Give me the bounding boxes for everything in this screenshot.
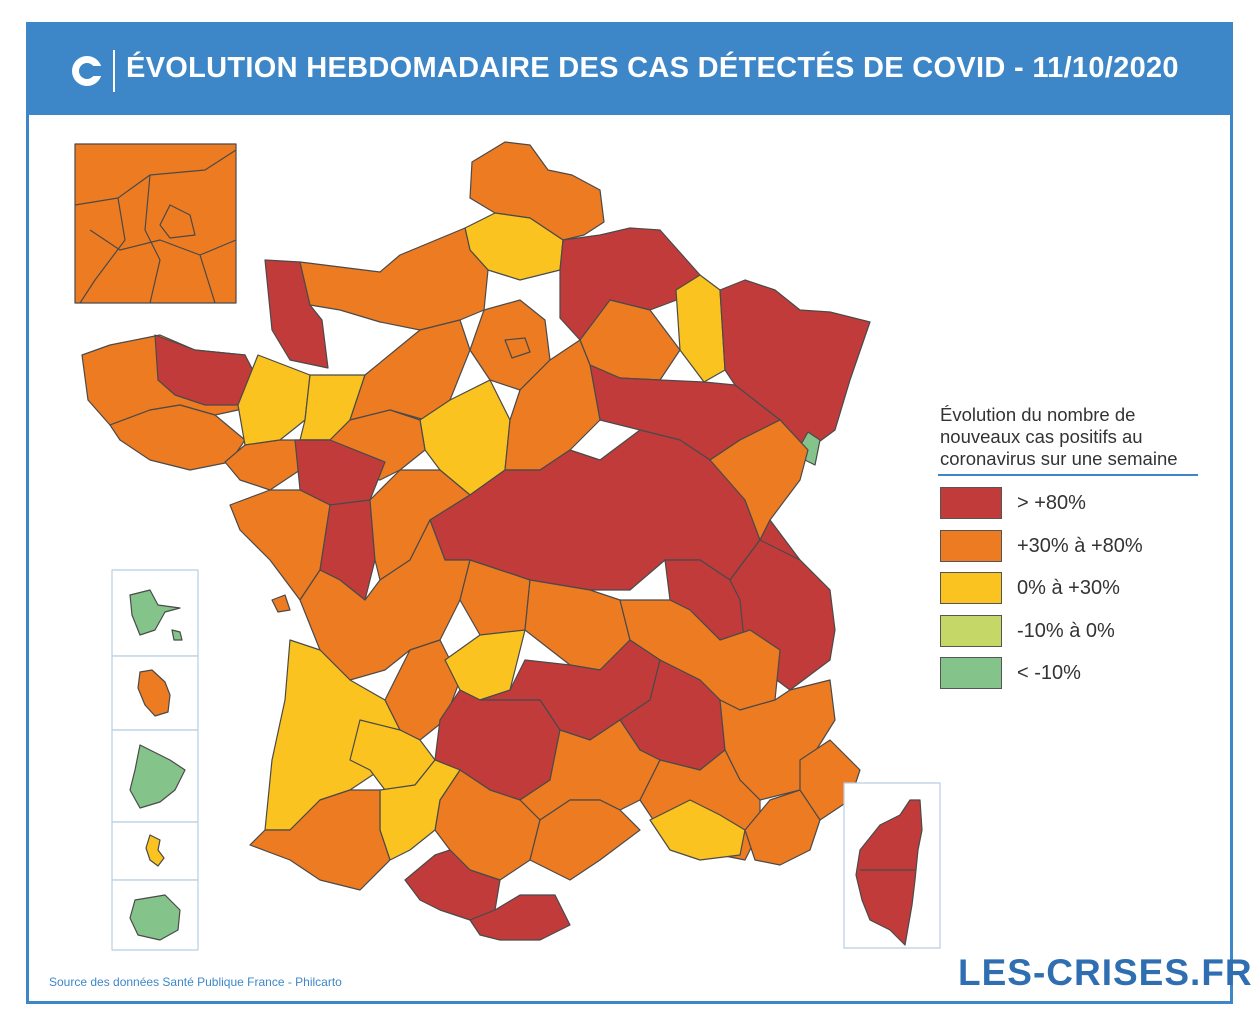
legend-swatch (940, 572, 1002, 604)
overseas-insets (111, 569, 199, 951)
legend-divider (938, 474, 1198, 476)
brand-logo: LES-CRISES.FR (958, 952, 1253, 993)
legend-item-lt-m10: < -10% (940, 656, 1081, 690)
legend-label: > +80% (1017, 491, 1086, 514)
legend-label: -10% à 0% (1017, 619, 1115, 642)
legend-item-m10-0: -10% à 0% (940, 614, 1115, 648)
legend-swatch (940, 530, 1002, 562)
legend-title: Évolution du nombre de nouveaux cas posi… (940, 404, 1178, 469)
legend-swatch (940, 487, 1002, 519)
legend-item-gt80: > +80% (940, 486, 1086, 520)
les-crises-logo-icon (72, 56, 104, 86)
map-title: ÉVOLUTION HEBDOMADAIRE DES CAS DÉTECTÉS … (126, 52, 1179, 84)
corse-inset (843, 782, 941, 949)
legend-item-30-80: +30% à +80% (940, 529, 1143, 563)
paris-inset (74, 143, 237, 304)
source-credit: Source des données Santé Publique France… (49, 975, 342, 989)
title-banner (26, 22, 1233, 115)
legend-item-0-30: 0% à +30% (940, 571, 1120, 605)
legend-label: < -10% (1017, 661, 1081, 684)
guadeloupe (111, 569, 199, 657)
header-separator (113, 50, 115, 92)
legend-label: 0% à +30% (1017, 576, 1120, 599)
legend-swatch (940, 615, 1002, 647)
legend-swatch (940, 657, 1002, 689)
mainland-france (81, 141, 871, 941)
legend-label: +30% à +80% (1017, 534, 1143, 557)
